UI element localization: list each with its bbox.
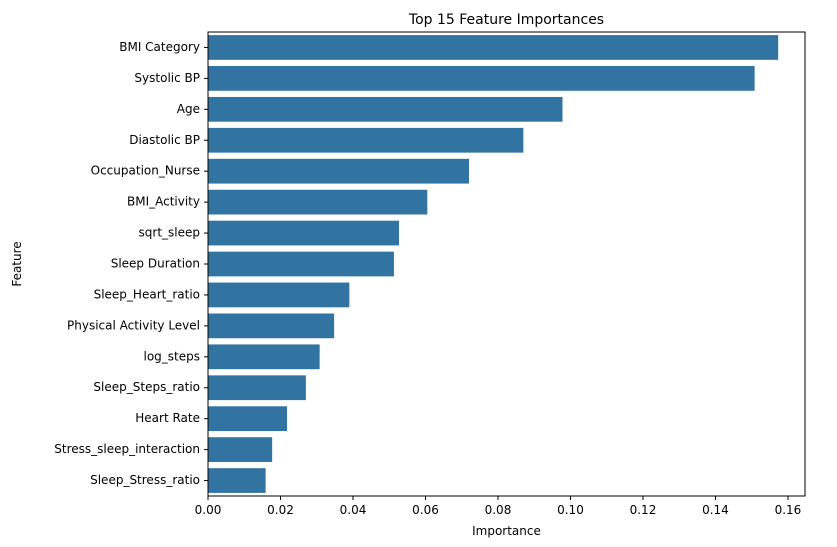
y-tick-label: Occupation_Nurse	[91, 164, 200, 178]
bar-7	[208, 251, 394, 277]
bar-12	[208, 406, 288, 432]
y-tick-label: BMI_Activity	[127, 195, 200, 209]
y-tick-label: Sleep_Steps_ratio	[93, 380, 200, 394]
bar-0	[208, 35, 779, 60]
y-tick-label: Age	[177, 102, 200, 116]
bar-1	[208, 66, 755, 91]
y-axis-ticks: BMI Category Systolic BP Age Diastolic BP Oc…	[54, 40, 208, 487]
y-axis-label: Feature	[10, 241, 24, 286]
bar-9	[208, 313, 335, 339]
x-tick-label: 0.14	[702, 503, 729, 517]
y-tick-label: Sleep Duration	[111, 257, 200, 271]
y-tick-label: Sleep_Stress_ratio	[90, 473, 200, 487]
bar-6	[208, 220, 400, 246]
y-tick-label: Systolic BP	[134, 71, 200, 85]
y-tick-label: Stress_sleep_interaction	[54, 442, 200, 456]
bar-8	[208, 282, 350, 308]
chart-title: Top 15 Feature Importances	[408, 12, 604, 28]
plot-frame	[207, 31, 806, 497]
x-tick-label: 0.00	[195, 503, 222, 517]
y-tick-label: Sleep_Heart_ratio	[94, 287, 200, 301]
y-tick-label: sqrt_sleep	[139, 226, 200, 240]
x-tick-label: 0.06	[412, 503, 439, 517]
x-axis-label: Importance	[472, 524, 541, 538]
bar-13	[208, 437, 273, 462]
bar-5	[208, 189, 428, 215]
x-tick-label: 0.16	[775, 503, 802, 517]
x-tick-label: 0.02	[267, 503, 294, 517]
x-tick-label: 0.10	[557, 503, 584, 517]
x-tick-label: 0.12	[630, 503, 657, 517]
y-tick-label: Heart Rate	[135, 411, 200, 425]
bar-14	[208, 468, 266, 493]
bar-10	[208, 344, 320, 370]
y-tick-label: BMI Category	[119, 40, 200, 54]
x-tick-label: 0.04	[340, 503, 367, 517]
bar-3	[208, 127, 524, 153]
bars-group	[208, 35, 779, 493]
bar-2	[208, 96, 563, 122]
y-tick-label: Physical Activity Level	[67, 318, 200, 332]
bar-11	[208, 375, 306, 401]
x-axis-ticks: 0.00 0.02 0.04 0.06 0.08 0.10 0.12 0.14 0.16	[195, 496, 802, 517]
y-tick-label: Diastolic BP	[129, 133, 200, 147]
bar-4	[208, 158, 469, 184]
x-tick-label: 0.08	[485, 503, 512, 517]
y-tick-label: log_steps	[143, 349, 200, 363]
